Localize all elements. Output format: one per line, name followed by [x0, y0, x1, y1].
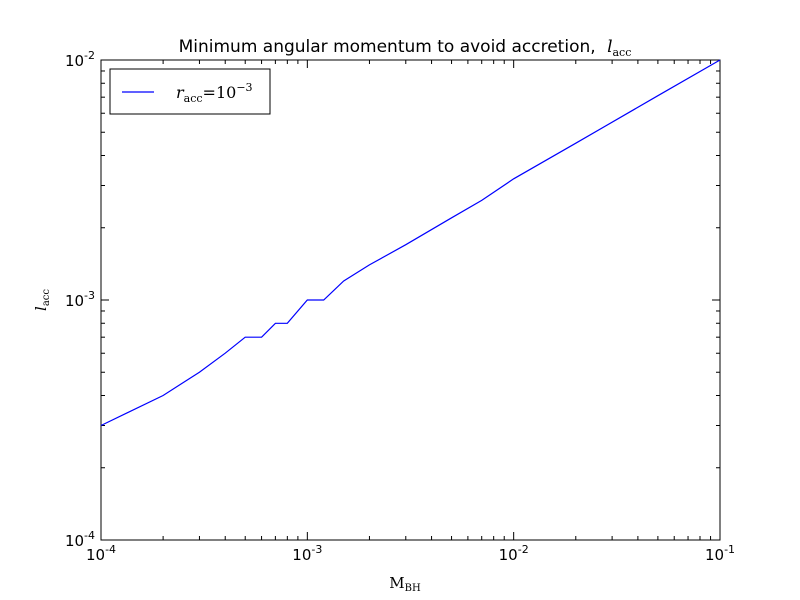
- legend: racc=10−3: [109, 68, 271, 115]
- minor-ticks: [101, 60, 720, 540]
- x-tick-label: 10-1: [705, 543, 735, 564]
- legend-label: racc=10−3: [176, 81, 253, 105]
- x-tick-label: 10-2: [499, 543, 529, 564]
- chart-title: Minimum angular momentum to avoid accret…: [179, 37, 632, 59]
- legend-box: [109, 68, 271, 115]
- y-axis-label: lacc: [32, 289, 52, 311]
- major-ticks: [100, 59, 721, 541]
- y-tick-label: 10-2: [65, 49, 95, 70]
- y-tick-label: 10-3: [65, 289, 95, 310]
- x-tick-labels: 10-4 10-3 10-2 10-1: [86, 543, 735, 564]
- y-tick-label: 10-4: [65, 529, 95, 550]
- x-tick-label: 10-4: [86, 543, 116, 564]
- y-tick-labels: 10-4 10-3 10-2: [65, 49, 95, 550]
- series-line: [100, 59, 721, 427]
- x-tick-label: 10-3: [292, 543, 322, 564]
- x-axis-label: MBH: [389, 574, 421, 594]
